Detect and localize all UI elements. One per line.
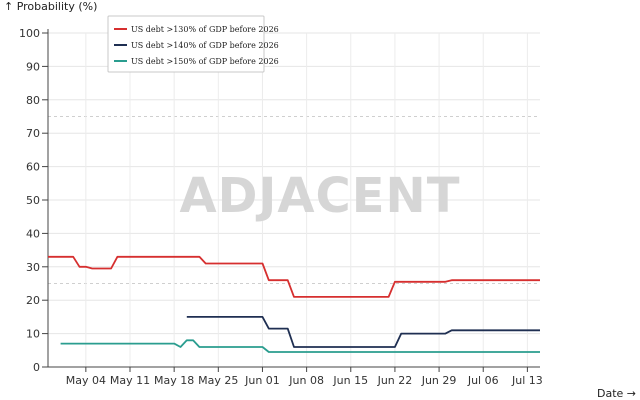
x-tick-label: Jun 29 [421, 374, 457, 387]
x-tick-label: Jul 06 [467, 374, 499, 387]
x-tick-label: May 11 [110, 374, 150, 387]
y-tick-label: 40 [26, 227, 40, 240]
legend: US debt >130% of GDP before 2026 US debt … [107, 15, 279, 73]
y-tick-label: 0 [33, 361, 40, 374]
x-tick-label: Jun 01 [244, 374, 280, 387]
watermark: ADJACENT [180, 168, 461, 224]
x-tick-label: May 18 [154, 374, 194, 387]
y-tick-label: 80 [26, 94, 40, 107]
series-line-3 [60, 339, 540, 353]
legend-box [107, 15, 265, 73]
x-tick-label: Jun 08 [288, 374, 324, 387]
y-tick-label: 90 [26, 60, 40, 73]
series-lines [48, 255, 540, 353]
legend-label: US debt >140% of GDP before 2026 [131, 41, 279, 50]
y-tick-label: 50 [26, 194, 40, 207]
legend-label: US debt >130% of GDP before 2026 [131, 25, 279, 34]
x-tick-label: May 04 [66, 374, 106, 387]
y-tick-label: 30 [26, 261, 40, 274]
x-axis-label: Date → [597, 387, 636, 400]
x-tick-label: Jun 22 [377, 374, 413, 387]
y-axis-label: ↑ Probability (%) [4, 0, 97, 13]
y-tick-label: 20 [26, 294, 40, 307]
series-line-1 [48, 255, 540, 298]
y-tick-label: 100 [19, 27, 40, 40]
y-tick-label: 10 [26, 328, 40, 341]
x-tick-label: Jul 13 [511, 374, 543, 387]
x-tick-label: May 25 [198, 374, 238, 387]
y-tick-label: 70 [26, 127, 40, 140]
series-line-2 [186, 315, 540, 348]
x-tick-label: Jun 15 [332, 374, 368, 387]
y-tick-label: 60 [26, 161, 40, 174]
axes: 0 10 20 30 40 50 60 70 80 90 100 May 04 May 11 May 18… [19, 27, 543, 387]
legend-label: US debt >150% of GDP before 2026 [131, 57, 279, 66]
